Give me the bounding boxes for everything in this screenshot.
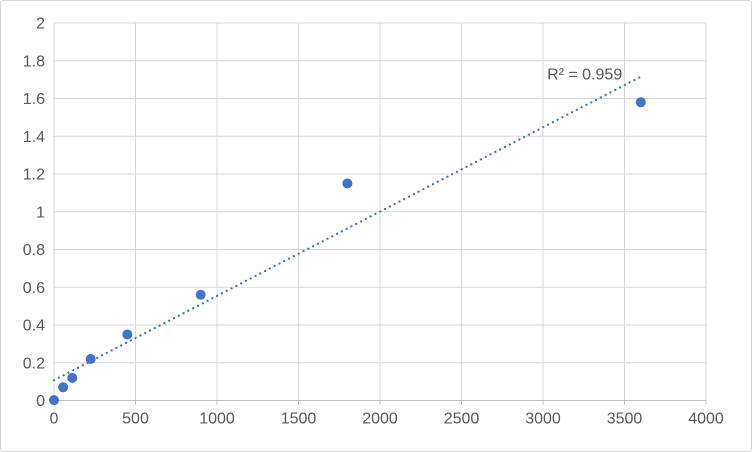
y-axis-tick-label: 1.2 [23,167,45,184]
y-axis-tick-label: 1.6 [23,91,45,108]
data-point-marker [58,382,69,393]
x-axis-tick-label: 3000 [525,411,561,428]
x-axis-tick-label: 500 [122,411,149,428]
data-point-marker [342,178,353,189]
data-point-marker [49,395,59,406]
x-axis-tick-label: 0 [50,411,59,428]
trendline-dotted [52,75,642,382]
data-point-marker [67,372,78,383]
y-axis-tick-label: 0.6 [23,280,45,297]
data-point-marker [635,97,646,108]
y-axis-tick-label: 0 [36,393,45,410]
r-squared-label: R² = 0.959 [547,67,622,84]
x-axis-tick-label: 3500 [607,411,643,428]
x-axis-tick-label: 2500 [444,411,480,428]
data-point-marker [122,329,133,340]
y-axis-tick-label: 0.8 [23,242,45,259]
y-axis-tick-label: 1.8 [23,53,45,70]
y-axis-tick-label: 0.2 [23,355,45,372]
data-point-marker [85,353,96,364]
x-axis-tick-label: 1500 [281,411,317,428]
x-axis-tick-label: 1000 [199,411,235,428]
x-axis-tick-label: 4000 [688,411,724,428]
y-axis-tick-label: 1 [36,204,45,221]
data-point-marker [195,289,206,300]
y-axis-tick-label: 0.4 [23,318,45,335]
y-axis-tick-label: 2 [36,16,45,33]
y-axis-tick-label: 1.4 [23,129,45,146]
x-axis-tick-label: 2000 [362,411,398,428]
